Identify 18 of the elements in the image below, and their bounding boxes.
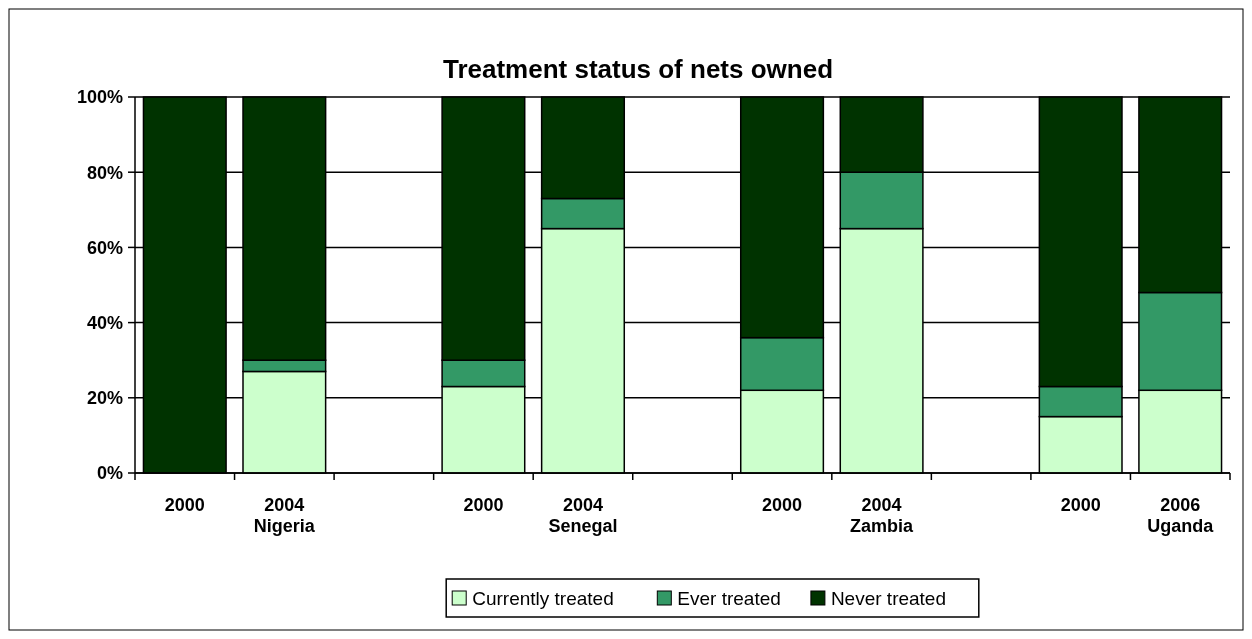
- x-tick-label: 2000: [463, 495, 504, 515]
- y-tick-label: 60%: [86, 237, 123, 258]
- y-tick-label: 20%: [86, 388, 123, 409]
- legend-label: Never treated: [830, 587, 947, 609]
- x-tick-label: 2000: [1060, 495, 1101, 515]
- chart-title: Treatment status of nets owned: [442, 54, 834, 84]
- x-tick-label: 2004 Zambia: [850, 495, 915, 536]
- x-tick-label: 2000: [762, 495, 803, 515]
- x-tick-label: 2006 Uganda: [1147, 495, 1215, 536]
- y-tick-label: 80%: [86, 162, 123, 183]
- legend-label: Ever treated: [677, 587, 781, 609]
- y-tick-label: 40%: [86, 312, 123, 333]
- y-tick-label: 0%: [96, 463, 123, 484]
- legend-label: Currently treated: [472, 587, 614, 609]
- y-tick-label: 100%: [76, 87, 123, 108]
- x-tick-label: 2004 Nigeria: [253, 495, 316, 536]
- x-tick-label: 2000: [164, 495, 205, 515]
- x-tick-label: 2004 Senegal: [548, 495, 618, 536]
